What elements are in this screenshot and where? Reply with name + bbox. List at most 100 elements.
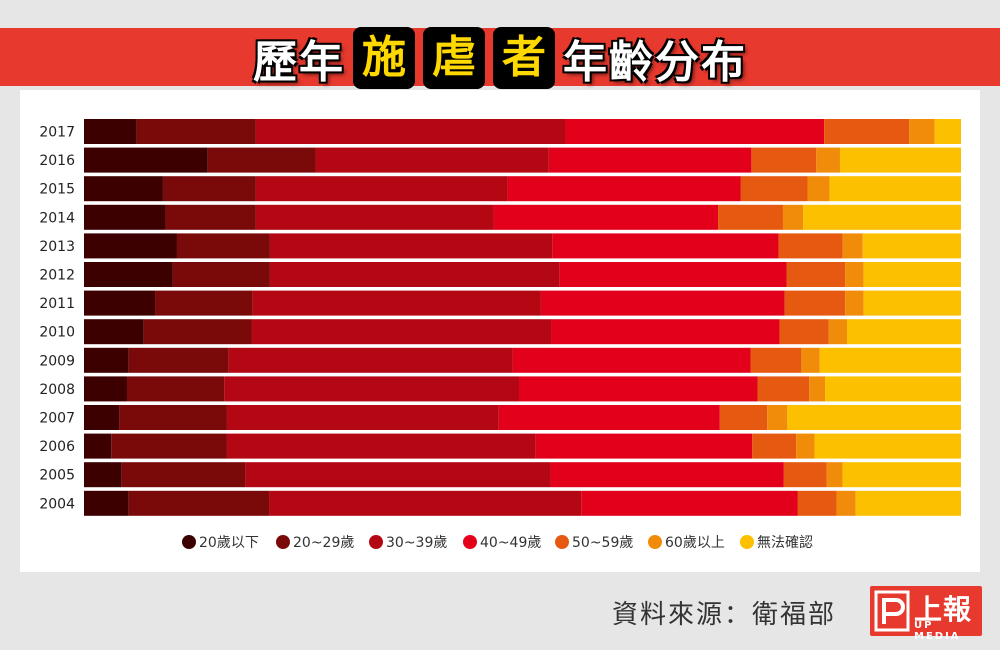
bar-segment-2006-6 [814, 433, 961, 459]
y-tick-label: 2008 [39, 382, 75, 398]
bar-segment-2016-1 [207, 147, 316, 173]
bar-segment-2014-5 [782, 204, 804, 230]
legend-swatch [182, 535, 196, 549]
bar-segment-2015-6 [829, 176, 961, 202]
bar-segment-2013-0 [84, 233, 177, 259]
legend-item: 20歲以下 [182, 535, 259, 551]
bar-segment-2016-2 [315, 147, 549, 173]
bar-segment-2004-1 [128, 490, 270, 516]
bar-segment-2011-0 [84, 290, 156, 316]
bar-segment-2016-3 [548, 147, 752, 173]
bar-segment-2009-0 [84, 347, 129, 373]
bar-segment-2008-4 [757, 376, 810, 402]
bar-segment-2010-2 [251, 319, 552, 345]
bar-segment-2008-2 [224, 376, 519, 402]
title-part2: 年齡分布 [563, 37, 747, 88]
bar-segment-2004-6 [855, 490, 961, 516]
bar-segment-2010-6 [846, 319, 961, 345]
legend-item: 60歲以上 [648, 535, 725, 551]
y-tick-label: 2011 [39, 296, 75, 312]
bar-segment-2017-5 [909, 119, 935, 144]
bar-segment-2012-1 [172, 262, 270, 287]
bar-segment-2007-4 [719, 405, 768, 430]
bar-segment-2006-2 [226, 433, 536, 459]
bar-segment-2013-5 [842, 233, 863, 259]
bar-segment-2007-0 [84, 405, 120, 430]
brand-logo: 上報 UP MEDIA [870, 586, 982, 642]
y-tick-label: 2012 [39, 268, 75, 284]
bar-segment-2012-0 [84, 262, 173, 287]
bar-segment-2011-1 [155, 290, 253, 316]
y-tick-label: 2010 [39, 325, 75, 341]
bar-segment-2011-3 [540, 290, 785, 316]
bar-segment-2004-0 [84, 490, 129, 516]
bar-segment-2005-1 [121, 462, 246, 488]
y-tick-label: 2015 [39, 182, 75, 198]
bar-segment-2009-4 [750, 347, 802, 373]
bar-segment-2006-3 [535, 433, 753, 459]
bar-segment-2012-4 [786, 262, 846, 287]
bar-segment-2007-5 [767, 405, 788, 430]
bar-segment-2006-0 [84, 433, 112, 459]
bar-segment-2005-0 [84, 462, 122, 488]
bar-segment-2008-3 [518, 376, 758, 402]
legend-item: 40~49歲 [463, 535, 541, 551]
chart-panel: 2017 2016 2015 2014 2013 2012 2011 2010 2009 2008… [20, 90, 980, 572]
y-tick-label: 2016 [39, 153, 75, 169]
source-note: 資料來源：衛福部 [612, 600, 837, 630]
bar-segment-2014-1 [165, 204, 256, 230]
bar-segment-2011-6 [863, 290, 961, 316]
bar-segment-2016-5 [816, 147, 840, 173]
legend-label: 60歲以上 [665, 535, 725, 551]
legend-label: 20歲以下 [199, 535, 259, 551]
bar-segment-2005-3 [550, 462, 784, 488]
bar-segment-2009-3 [512, 347, 751, 373]
logo-mark-icon [874, 590, 910, 632]
bar-segment-2015-1 [162, 176, 256, 202]
bar-segment-2014-2 [255, 204, 494, 230]
bar-segment-2004-3 [581, 490, 798, 516]
legend-label: 20~29歲 [293, 535, 354, 551]
bar-segment-2007-2 [226, 405, 499, 430]
bar-segment-2017-3 [565, 119, 825, 144]
bar-segment-2015-3 [507, 176, 741, 202]
title-part1: 歷年 [253, 37, 345, 88]
bar-segment-2016-0 [84, 147, 208, 173]
bar-segment-2008-6 [825, 376, 961, 402]
bar-segment-2017-4 [824, 119, 910, 144]
bar-segment-2012-2 [269, 262, 560, 287]
legend-label: 無法確認 [757, 535, 813, 551]
y-tick-label: 2014 [39, 210, 75, 226]
y-tick-label: 2017 [39, 125, 75, 141]
bar-segment-2015-2 [255, 176, 508, 202]
bar-segment-2004-2 [269, 490, 582, 516]
bar-segment-2017-1 [136, 119, 256, 144]
bar-segment-2007-3 [498, 405, 720, 430]
bar-segment-2015-0 [84, 176, 163, 202]
bar-segment-2010-1 [143, 319, 252, 345]
legend-swatch [276, 535, 290, 549]
bar-segment-2012-5 [845, 262, 864, 287]
bar-segment-2015-4 [740, 176, 808, 202]
bar-segment-2004-5 [836, 490, 856, 516]
bar-segment-2005-5 [826, 462, 843, 488]
bar-segment-2012-3 [559, 262, 787, 287]
bar-segment-2008-1 [126, 376, 225, 402]
bar-segment-2013-1 [176, 233, 270, 259]
bar-segment-2011-2 [252, 290, 541, 316]
bar-segment-2010-0 [84, 319, 144, 345]
y-tick-label: 2009 [39, 353, 75, 369]
logo-sub: UP MEDIA [914, 620, 961, 642]
bar-segment-2007-6 [787, 405, 961, 430]
bar-segment-2007-1 [119, 405, 227, 430]
legend-swatch [648, 535, 662, 549]
bar-segment-2017-0 [84, 119, 137, 144]
bar-segment-2005-4 [783, 462, 827, 488]
bar-segment-2011-5 [845, 290, 864, 316]
legend-label: 50~59歲 [572, 535, 633, 551]
bar-segment-2014-4 [718, 204, 783, 230]
title-highlight-3: 者 [493, 27, 555, 89]
bar-segment-2005-2 [245, 462, 551, 488]
page-title: 歷年 施 虐 者 年齡分布 [0, 22, 1000, 94]
bar-segment-2017-6 [934, 119, 961, 144]
